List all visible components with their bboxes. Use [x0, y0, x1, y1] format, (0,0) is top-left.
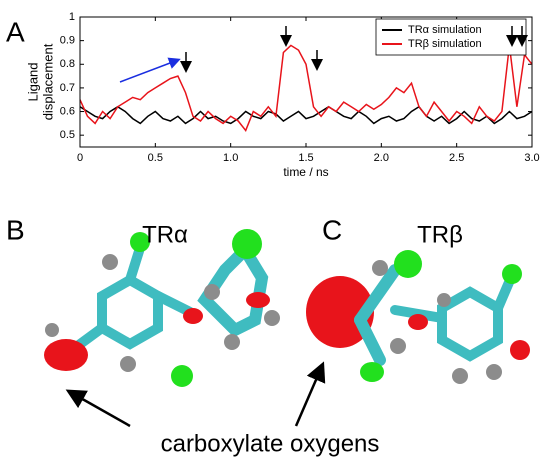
- y-axis-label: Ligand: [25, 62, 40, 101]
- legend-label: TRα simulation: [408, 24, 482, 36]
- y-tick-label: 1: [69, 11, 75, 23]
- plot-frame: [79, 16, 533, 148]
- y-tick-label: 0.9: [60, 35, 75, 47]
- x-tick-label: 1.5: [298, 152, 313, 164]
- caption-arrows: [65, 361, 326, 428]
- panel-label: A: [6, 16, 25, 47]
- y-tick-label: 0.5: [60, 129, 75, 141]
- legend-label: TRβ simulation: [408, 38, 482, 50]
- molecule-title: TRβ: [417, 221, 463, 248]
- y-axis-label: displacement: [40, 43, 55, 120]
- caption: carboxylate oxygens: [161, 430, 380, 457]
- y-tick-label: 0.8: [60, 58, 75, 70]
- chart: 0.50.60.70.80.910 0.5 1.0 1.5 2.0 2.5 3.0time …: [25, 11, 539, 179]
- x-tick-label: 1.0: [223, 152, 238, 164]
- panel-label: C: [322, 214, 342, 245]
- molecule-trb: TRβ: [306, 221, 530, 384]
- y-tick-label: 0.6: [60, 105, 75, 117]
- x-tick-label: 3.0: [524, 152, 539, 164]
- molecule-tra: TRα: [44, 221, 280, 387]
- annotations: [119, 26, 528, 83]
- legend-box: [375, 18, 527, 56]
- x-tick-label: 2.5: [449, 152, 464, 164]
- series-line: [79, 44, 533, 132]
- x-axis-label: time / ns: [283, 165, 328, 179]
- series-line: [79, 105, 533, 125]
- y-tick-label: 0.7: [60, 82, 75, 94]
- panel-label: B: [6, 214, 25, 245]
- molecule-title: TRα: [142, 221, 188, 248]
- x-tick-label: 0.5: [148, 152, 163, 164]
- x-tick-label: 2.0: [374, 152, 389, 164]
- x-tick-label: 0: [77, 152, 83, 164]
